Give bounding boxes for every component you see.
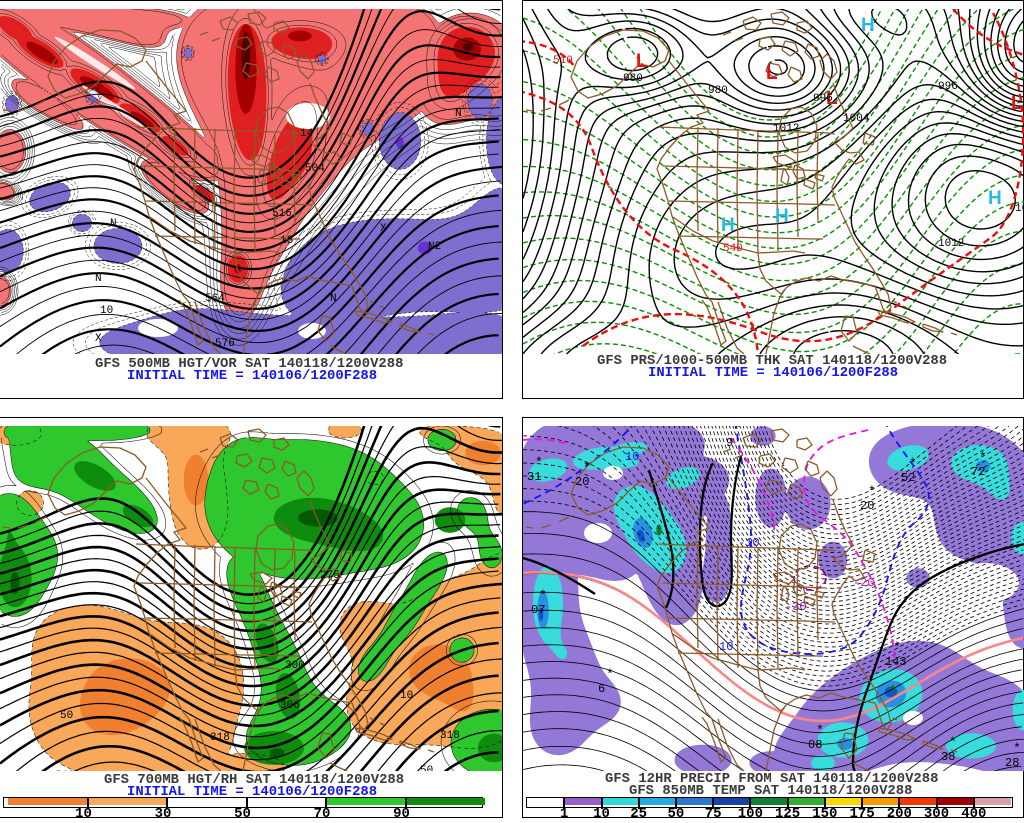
svg-text:*: *: [539, 588, 547, 603]
svg-text:50: 50: [70, 785, 83, 797]
svg-text:31: 31: [527, 470, 541, 484]
svg-text:07: 07: [531, 603, 545, 617]
svg-text:143: 143: [885, 655, 907, 669]
svg-text:X: X: [380, 223, 387, 235]
svg-text:312: 312: [55, 770, 75, 782]
svg-text:10: 10: [625, 450, 639, 464]
svg-text:N2: N2: [428, 241, 441, 253]
svg-text:H: H: [721, 215, 735, 236]
svg-text:*: *: [606, 667, 614, 682]
svg-text:540: 540: [723, 243, 743, 255]
svg-text:318: 318: [210, 732, 230, 744]
svg-text:X: X: [95, 333, 102, 345]
svg-text:996: 996: [938, 81, 958, 93]
svg-text:52: 52: [901, 471, 915, 485]
svg-text:306: 306: [280, 700, 300, 712]
svg-text:08: 08: [808, 738, 822, 752]
svg-text:*: *: [1013, 741, 1021, 756]
svg-text:38: 38: [941, 750, 955, 764]
svg-text:20: 20: [575, 475, 589, 489]
svg-text:318: 318: [440, 730, 460, 742]
svg-text:N: N: [95, 273, 102, 285]
svg-text:-10: -10: [738, 536, 760, 550]
svg-text:*: *: [909, 456, 917, 471]
svg-text:*: *: [816, 723, 824, 738]
svg-text:14: 14: [300, 128, 314, 140]
svg-text:300: 300: [285, 660, 305, 672]
svg-text:*: *: [583, 460, 591, 475]
svg-text:50: 50: [420, 765, 433, 777]
svg-text:*: *: [535, 455, 543, 470]
svg-text:10: 10: [400, 690, 413, 702]
svg-text:10: 10: [100, 305, 113, 317]
svg-text:564: 564: [205, 293, 225, 305]
svg-text:10: 10: [1015, 203, 1024, 215]
svg-text:1012: 1012: [938, 238, 964, 250]
svg-text:18: 18: [280, 235, 293, 247]
svg-text:L: L: [636, 51, 648, 72]
svg-text:N: N: [455, 108, 462, 120]
svg-text:-30: -30: [785, 600, 807, 614]
svg-text:516: 516: [272, 208, 292, 220]
svg-text:*: *: [734, 421, 742, 436]
svg-text:-20: -20: [853, 576, 875, 590]
svg-text:10: 10: [460, 775, 473, 787]
svg-text:10: 10: [719, 640, 733, 654]
svg-text:1004: 1004: [843, 113, 870, 125]
svg-text:H: H: [988, 188, 1002, 209]
svg-text:20: 20: [860, 499, 874, 513]
svg-text:6: 6: [598, 682, 605, 696]
svg-text:N: N: [110, 218, 117, 230]
svg-text:980: 980: [708, 85, 728, 97]
svg-text:L: L: [826, 88, 838, 109]
svg-text:72: 72: [971, 465, 985, 479]
svg-text:980: 980: [623, 73, 643, 85]
svg-text:*: *: [893, 640, 901, 655]
svg-text:*: *: [949, 735, 957, 750]
svg-text:504: 504: [305, 163, 325, 175]
svg-text:996: 996: [813, 93, 833, 105]
svg-text:N: N: [330, 293, 337, 305]
svg-text:L: L: [766, 63, 778, 84]
svg-text:1012: 1012: [773, 123, 799, 135]
svg-text:28: 28: [1005, 756, 1019, 770]
svg-text:576: 576: [215, 338, 235, 350]
svg-text:H: H: [861, 15, 875, 36]
svg-text:9: 9: [726, 436, 733, 450]
svg-text:*: *: [979, 450, 987, 465]
svg-text:L: L: [1011, 93, 1023, 114]
svg-text:510: 510: [553, 55, 573, 67]
svg-text:H: H: [775, 206, 789, 227]
svg-text:275: 275: [320, 570, 340, 582]
svg-text:50: 50: [60, 710, 73, 722]
svg-text:*: *: [868, 484, 876, 499]
